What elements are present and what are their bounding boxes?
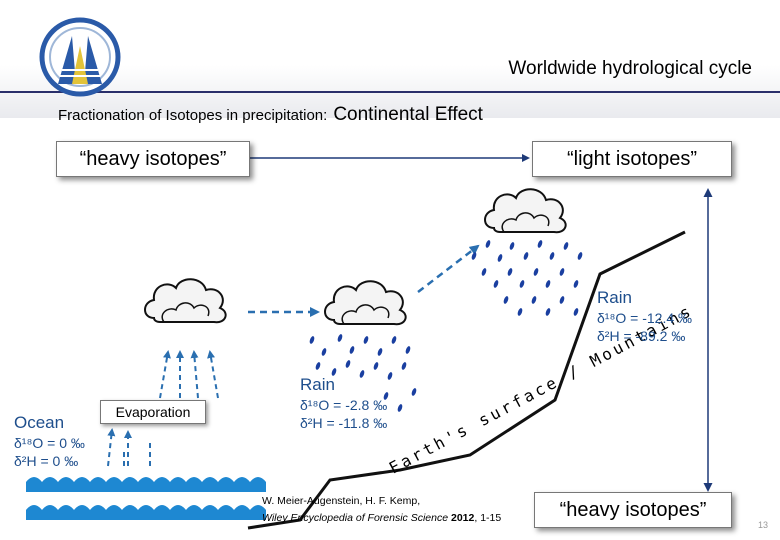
cloud-icon: [484, 188, 567, 234]
logo: [39, 17, 121, 97]
rain-o18: δ¹⁸O = -2.8 ‰: [300, 397, 388, 413]
header-band: [0, 0, 780, 118]
ocean-title: Ocean: [14, 413, 65, 432]
ocean-label: Ocean δ¹⁸O = 0 ‰ δ²H = 0 ‰: [14, 412, 85, 470]
reference-pages: , 1-15: [474, 512, 502, 524]
slide-title: Worldwide hydrological cycle: [508, 58, 752, 79]
evaporation-label: Evaporation: [100, 400, 206, 424]
subtitle-emphasis: Continental Effect: [333, 104, 483, 125]
rain-drops: [471, 240, 583, 316]
rain-h2: δ²H = -89.2 ‰: [597, 328, 686, 344]
cloud-icon: [324, 280, 407, 326]
heavy-isotopes-box-bottom: “heavy isotopes”: [534, 492, 732, 528]
reference-source: Wiley Encyclopedia of Forensic Science: [262, 512, 449, 524]
drift-arrow: [417, 244, 480, 293]
light-isotopes-box: “light isotopes”: [532, 141, 732, 177]
rain-drops: [309, 334, 417, 412]
page-number: 13: [757, 520, 768, 530]
rain-label-inland: Rain δ¹⁸O = -12.4 ‰ δ²H = -89.2 ‰: [597, 287, 692, 345]
rain-o18: δ¹⁸O = -12.4 ‰: [597, 310, 693, 326]
terrain-line: [247, 230, 686, 530]
slide-subtitle: Fractionation of Isotopes in precipitati…: [58, 104, 483, 126]
header-rule: [0, 91, 780, 93]
reference: W. Meier-Augenstein, H. F. Kemp, Wiley E…: [262, 493, 501, 527]
reference-source-line: Wiley Encyclopedia of Forensic Science 2…: [262, 510, 501, 527]
rain-title: Rain: [300, 375, 335, 394]
reference-authors: W. Meier-Augenstein, H. F. Kemp,: [262, 495, 421, 507]
ocean-waves: [26, 477, 266, 520]
ocean-h2: δ²H = 0 ‰: [14, 453, 79, 469]
evaporation-arrows: [107, 350, 219, 467]
cloud-icon: [144, 278, 227, 324]
heavy-isotopes-box-top: “heavy isotopes”: [56, 141, 250, 177]
ocean-o18: δ¹⁸O = 0 ‰: [14, 435, 85, 451]
subtitle-text: Fractionation of Isotopes in precipitati…: [58, 107, 328, 124]
reference-year: 2012: [451, 512, 475, 524]
rain-label-coastal: Rain δ¹⁸O = -2.8 ‰ δ²H = -11.8 ‰: [300, 374, 387, 432]
rain-title: Rain: [597, 288, 632, 307]
rain-h2: δ²H = -11.8 ‰: [300, 415, 388, 431]
